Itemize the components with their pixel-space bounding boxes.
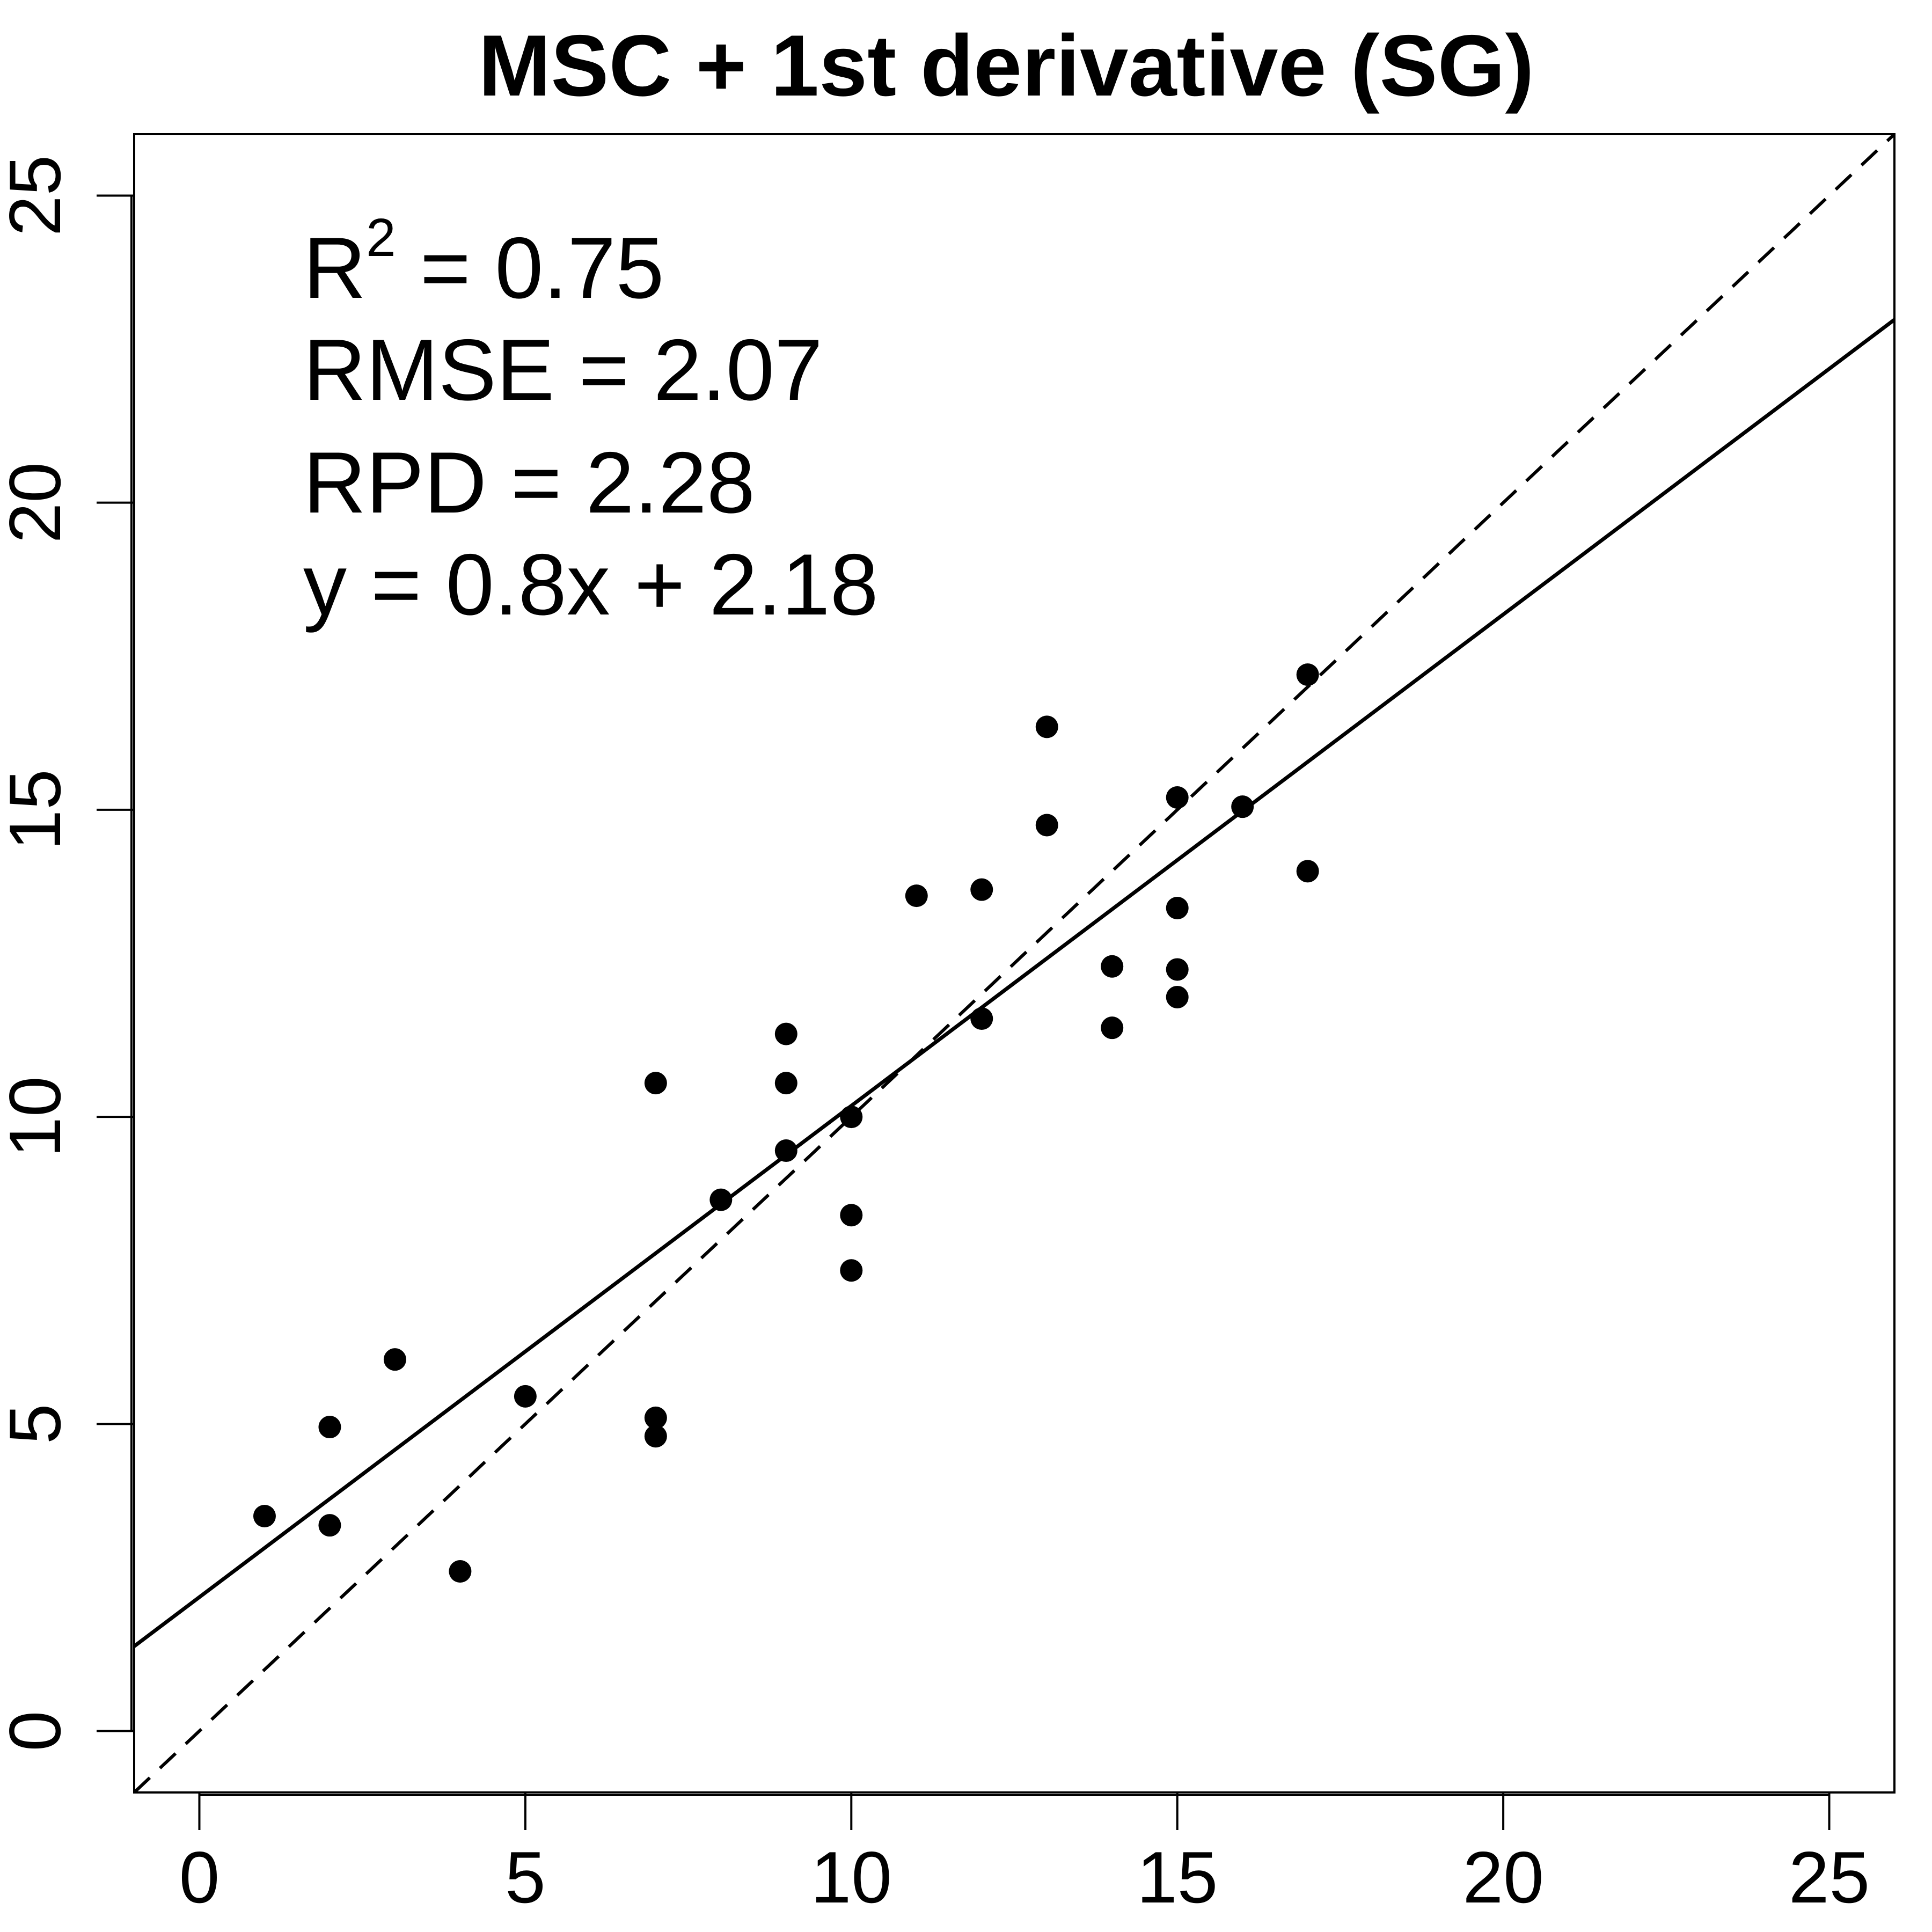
data-point — [840, 1259, 863, 1282]
reference-line — [134, 134, 1894, 1792]
y-tick-label: 0 — [0, 1711, 76, 1752]
data-point — [840, 1204, 863, 1227]
data-point — [1101, 1016, 1124, 1040]
data-point — [644, 1072, 667, 1095]
data-point — [970, 878, 993, 901]
equation-label: y = 0.8x + 2.18 — [303, 536, 879, 633]
data-point — [1166, 897, 1189, 919]
plot-frame — [133, 133, 1896, 1794]
rpd-label: RPD = 2.28 — [303, 434, 755, 531]
data-point — [253, 1505, 276, 1527]
data-point — [709, 1188, 733, 1211]
y-tick-label: 10 — [0, 1076, 76, 1157]
data-point — [383, 1348, 406, 1371]
data-point — [1296, 663, 1319, 686]
data-point — [905, 884, 928, 908]
data-point — [1231, 795, 1254, 818]
chart-title: MSC + 1st derivative (SG) — [478, 17, 1534, 114]
data-point — [774, 1022, 797, 1045]
r-squared-label: R2 = 0.75 — [303, 208, 664, 317]
data-point — [1296, 860, 1319, 883]
stats-annotation: R2 = 0.75 RMSE = 2.07 RPD = 2.28 y = 0.8… — [303, 208, 879, 633]
data-point — [318, 1514, 341, 1537]
rmse-label: RMSE = 2.07 — [303, 321, 823, 419]
data-point — [644, 1406, 667, 1429]
y-tick-label: 15 — [0, 769, 76, 850]
x-tick-label: 20 — [1462, 1836, 1543, 1918]
data-point — [514, 1385, 537, 1408]
x-tick-label: 0 — [179, 1836, 220, 1918]
data-point — [1101, 955, 1124, 978]
data-point — [644, 1425, 667, 1448]
data-point — [1035, 715, 1058, 738]
data-point — [1035, 814, 1058, 837]
data-point — [774, 1139, 797, 1162]
y-tick-label: 5 — [0, 1404, 76, 1445]
data-point — [449, 1560, 472, 1583]
x-tick-label: 5 — [505, 1836, 546, 1918]
x-tick-label: 15 — [1137, 1836, 1218, 1918]
y-tick-label: 25 — [0, 155, 76, 236]
y-tick-label: 20 — [0, 462, 76, 543]
x-tick-label: 10 — [811, 1836, 892, 1918]
data-point — [970, 1007, 993, 1030]
regression-line — [134, 318, 1894, 1648]
data-point — [1166, 985, 1189, 1008]
plot-area: 0 5 10 15 20 25 0 5 10 15 20 25 — [0, 133, 1896, 1918]
x-tick-label: 25 — [1789, 1836, 1870, 1918]
data-point — [1166, 958, 1189, 981]
data-point — [1166, 786, 1189, 809]
data-point — [318, 1416, 341, 1439]
data-point — [840, 1106, 863, 1129]
data-point — [774, 1072, 797, 1095]
